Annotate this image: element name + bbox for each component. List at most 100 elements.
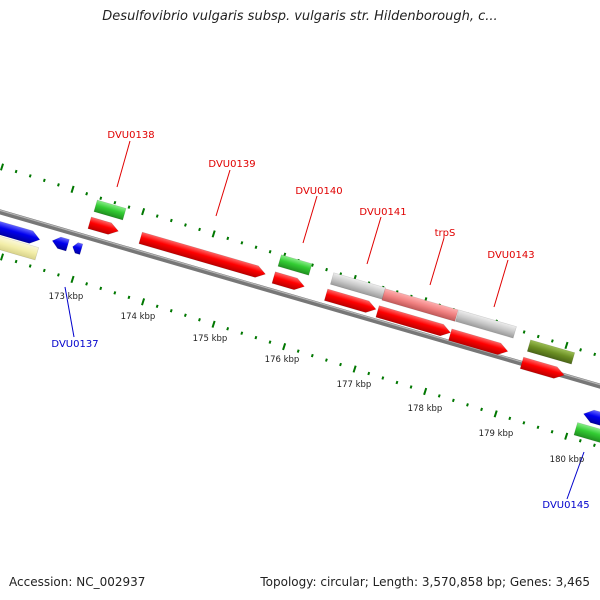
- minor-tick: [311, 263, 314, 267]
- minor-tick: [550, 430, 554, 434]
- feature-red-dvu0139[interactable]: [138, 231, 267, 280]
- minor-tick: [466, 403, 469, 407]
- minor-tick: [85, 282, 89, 286]
- feature-gray-dvu0143[interactable]: [455, 309, 517, 339]
- minor-tick: [296, 349, 300, 353]
- major-tick: [211, 230, 216, 238]
- feature-red-dvu0143[interactable]: [448, 328, 510, 357]
- gene-label-dvu0140[interactable]: DVU0140: [295, 186, 342, 197]
- kbp-scale-labels: 173 kbp 174 kbp 175 kbp 176 kbp 177 kbp …: [49, 292, 585, 465]
- minor-tick: [508, 416, 512, 421]
- minor-tick: [14, 259, 18, 264]
- major-tick: [564, 432, 569, 440]
- major-tick: [493, 410, 498, 418]
- genome-backbone-highlight: [0, 209, 600, 386]
- minor-tick: [226, 326, 230, 331]
- kbp-label: 173 kbp: [49, 292, 84, 302]
- genome-backbone: [0, 209, 600, 389]
- kbp-label: 179 kbp: [479, 429, 514, 439]
- minor-tick: [57, 273, 60, 277]
- gene-label-dvu0137[interactable]: DVU0137: [51, 339, 98, 350]
- minor-tick: [325, 358, 328, 362]
- feature-red-dvu0141[interactable]: [323, 288, 377, 315]
- minor-tick: [451, 398, 455, 403]
- kbp-label: 176 kbp: [265, 355, 300, 365]
- gene-label-dvu0139[interactable]: DVU0139: [208, 159, 255, 170]
- gene-label-dvu0145[interactable]: DVU0145: [542, 500, 589, 511]
- minor-tick: [536, 334, 540, 339]
- feature-green-dvu0140[interactable]: [277, 254, 313, 276]
- major-tick: [70, 185, 75, 193]
- gene-label-dvu0138[interactable]: DVU0138: [107, 130, 154, 141]
- minor-tick: [184, 223, 187, 227]
- gene-label-dvu0141[interactable]: DVU0141: [359, 207, 406, 218]
- lower-tick-track: [0, 253, 596, 447]
- major-tick: [0, 163, 5, 171]
- major-tick: [423, 387, 428, 396]
- feature-blue-small-1[interactable]: [51, 235, 70, 252]
- gene-labels: DVU0138 DVU0139 DVU0140 DVU0141 trpS DVU…: [51, 130, 589, 511]
- feature-blue-dvu0137[interactable]: [0, 215, 42, 246]
- leader-dvu0139: [215, 169, 231, 217]
- minor-tick: [113, 291, 117, 295]
- minor-tick: [522, 330, 526, 334]
- minor-tick: [28, 264, 32, 268]
- major-tick: [141, 298, 146, 306]
- feature-blue-dvu0145[interactable]: [582, 408, 600, 429]
- feature-green-dvu0138[interactable]: [93, 199, 127, 221]
- minor-tick: [85, 192, 89, 196]
- minor-tick: [14, 169, 18, 174]
- minor-tick: [593, 352, 597, 357]
- minor-tick: [198, 318, 201, 322]
- leader-trps: [429, 237, 445, 286]
- leader-dvu0141: [366, 216, 382, 265]
- minor-tick: [409, 385, 413, 389]
- major-tick: [0, 253, 5, 261]
- minor-tick: [99, 286, 103, 291]
- minor-tick: [579, 348, 582, 352]
- feature-olive[interactable]: [526, 339, 576, 365]
- feature-red-trps[interactable]: [375, 305, 452, 339]
- minor-tick: [42, 268, 46, 273]
- feature-red-dvu0138[interactable]: [87, 216, 120, 237]
- major-tick: [564, 341, 569, 350]
- minor-tick: [437, 394, 441, 398]
- leader-dvu0143: [493, 259, 509, 308]
- minor-tick: [198, 227, 201, 232]
- minor-tick: [28, 174, 32, 178]
- leader-lines: [64, 140, 585, 500]
- accession-text: Accession: NC_002937: [9, 575, 146, 589]
- leader-dvu0140: [302, 195, 318, 244]
- major-tick: [211, 320, 216, 328]
- minor-tick: [155, 214, 159, 218]
- kbp-label: 177 kbp: [337, 380, 372, 390]
- leader-dvu0145: [566, 451, 585, 500]
- minor-tick: [226, 236, 230, 241]
- feature-red-olive[interactable]: [519, 356, 566, 381]
- minor-tick: [325, 267, 328, 272]
- feature-green-dvu0145[interactable]: [573, 422, 600, 446]
- minor-tick: [42, 178, 46, 183]
- minor-tick: [536, 425, 540, 430]
- gene-label-dvu0143[interactable]: DVU0143: [487, 250, 534, 261]
- minor-tick: [310, 353, 314, 358]
- minor-tick: [155, 304, 159, 309]
- minor-tick: [169, 218, 173, 223]
- feature-red-dvu0140[interactable]: [271, 271, 306, 292]
- minor-tick: [268, 340, 272, 344]
- major-tick: [282, 342, 287, 351]
- minor-tick: [268, 250, 272, 254]
- feature-pink-trps[interactable]: [381, 288, 459, 322]
- gene-label-trps[interactable]: trpS: [435, 228, 456, 239]
- minor-tick: [395, 380, 399, 385]
- minor-tick: [99, 196, 103, 200]
- minor-tick: [183, 313, 187, 317]
- feature-blue-small-2[interactable]: [71, 241, 84, 255]
- major-tick: [352, 365, 357, 373]
- minor-tick: [367, 371, 371, 376]
- feature-yellow[interactable]: [0, 231, 40, 261]
- minor-tick: [169, 309, 173, 313]
- minor-tick: [240, 331, 244, 335]
- major-tick: [141, 207, 146, 216]
